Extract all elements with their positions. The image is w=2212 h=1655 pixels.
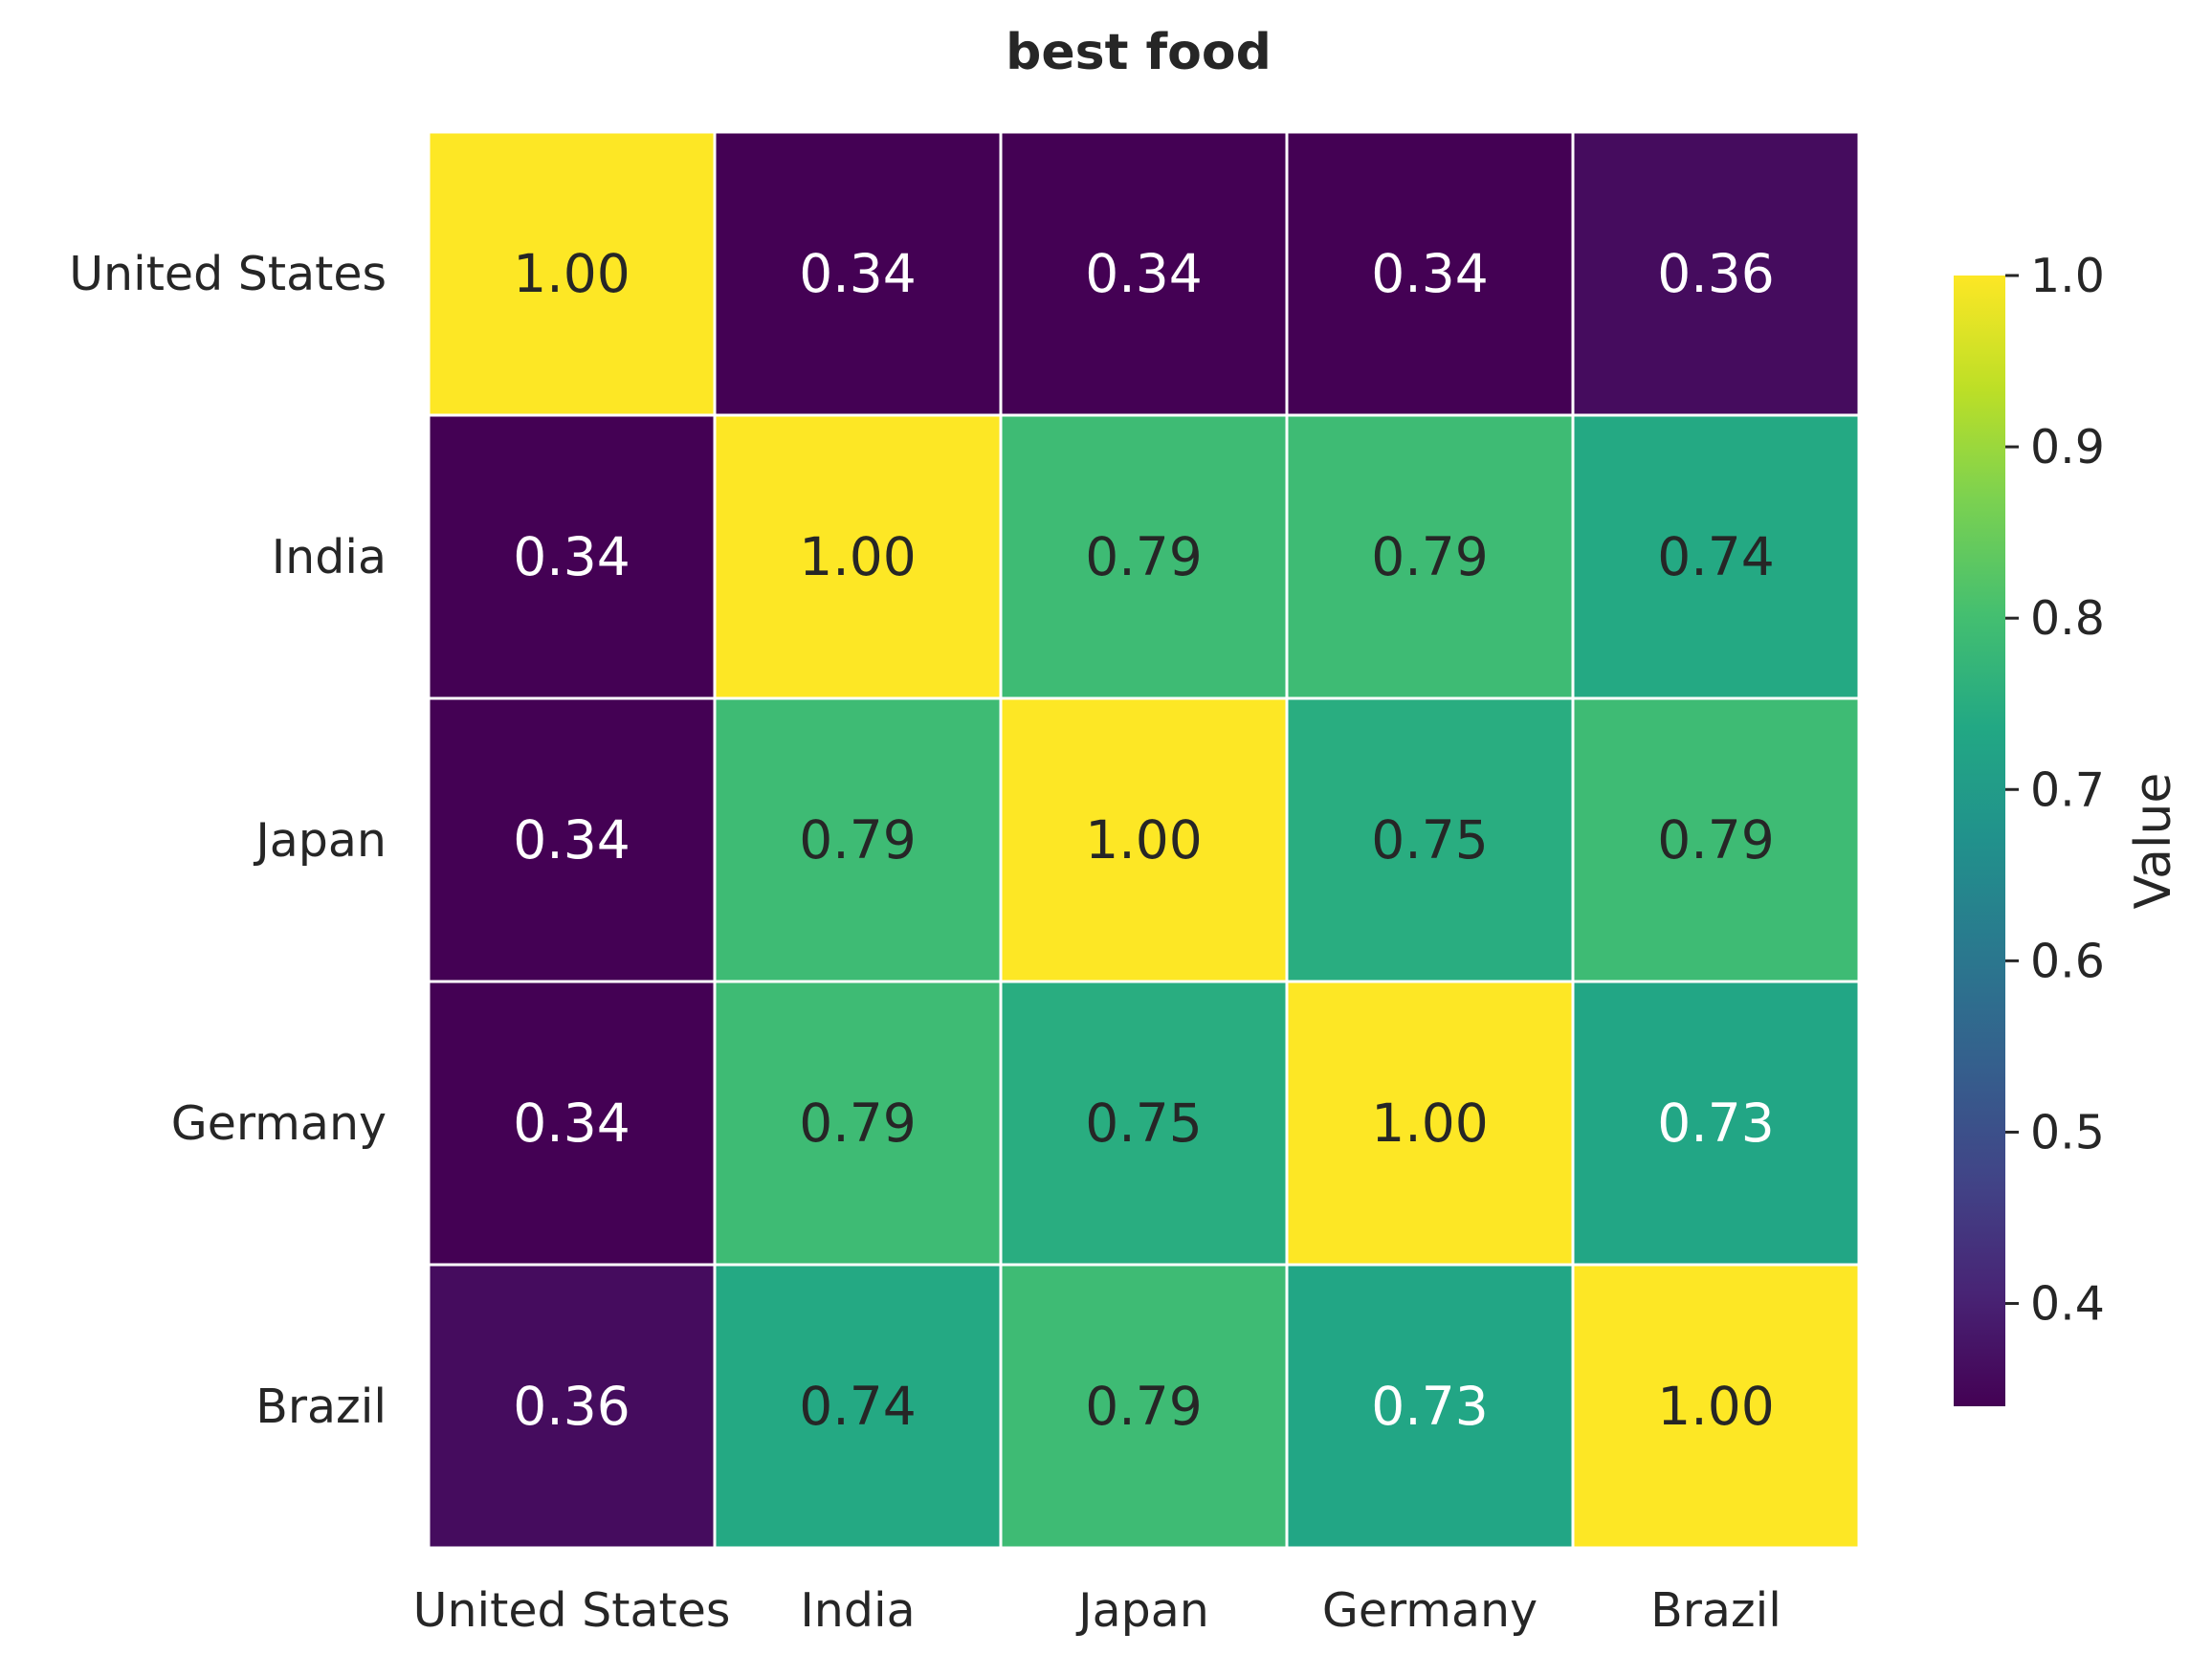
colorbar-ticks: 0.4 0.5 0.6 0.7 0.8 0.9 1.0 — [2005, 249, 2105, 1332]
cell-value-label: 0.73 — [1657, 1092, 1774, 1154]
cell-value-label: 1.00 — [1657, 1376, 1774, 1437]
cell-value-label: 0.74 — [1657, 526, 1774, 587]
cell-value-label: 1.00 — [799, 526, 916, 587]
cell-value-label: 0.34 — [513, 809, 630, 871]
heatmap-cell — [713, 130, 1003, 417]
colorbar-gradient — [1954, 276, 2005, 1406]
colorbar-tick-label: 0.5 — [2030, 1105, 2105, 1159]
heatmap-cell — [999, 980, 1289, 1267]
cell-value-label: 0.34 — [513, 526, 630, 587]
row-label: United States — [69, 247, 387, 301]
cell-value-label: 0.79 — [799, 809, 916, 871]
heatmap-cells: 1.00 0.34 0.34 0.34 0.36 0.34 1.00 0.79 0.79 0.74… — [427, 130, 1861, 1550]
cell-value-label: 0.79 — [1657, 809, 1774, 871]
colorbar-tick-label: 0.4 — [2030, 1277, 2105, 1332]
row-label: Brazil — [255, 1379, 387, 1434]
colorbar-tick-label: 0.9 — [2030, 420, 2105, 474]
row-label: Japan — [253, 813, 387, 868]
column-labels: United States India Japan Germany Brazil — [413, 1583, 1781, 1638]
column-label: United States — [413, 1583, 731, 1638]
cell-value-label: 0.34 — [799, 243, 916, 304]
cell-value-label: 0.74 — [799, 1376, 916, 1437]
heatmap-cell — [427, 130, 717, 417]
cell-value-label: 0.34 — [1085, 243, 1202, 304]
heatmap-cell — [713, 980, 1003, 1267]
row-label: India — [272, 530, 387, 585]
cell-value-label: 0.79 — [1085, 1376, 1202, 1437]
heatmap-cell — [1571, 1263, 1861, 1550]
colorbar-tick-label: 0.7 — [2030, 762, 2105, 817]
heatmap-cell — [1571, 130, 1861, 417]
cell-value-label: 0.75 — [1085, 1092, 1202, 1154]
cell-value-label: 0.79 — [1371, 526, 1488, 587]
colorbar-tick-label: 0.6 — [2030, 934, 2105, 988]
column-label: Brazil — [1650, 1583, 1781, 1638]
colorbar-tick-label: 1.0 — [2030, 249, 2105, 303]
colorbar-tick-label: 0.8 — [2030, 591, 2105, 646]
heatmap-cell — [999, 130, 1289, 417]
heatmap-cell — [1285, 130, 1575, 417]
heatmap-cell — [1571, 413, 1861, 700]
heatmap-cell — [427, 980, 717, 1267]
heatmap-cell — [713, 696, 1003, 983]
row-label: Germany — [171, 1096, 387, 1151]
cell-value-label: 0.73 — [1371, 1376, 1488, 1437]
heatmap-cell — [1285, 696, 1575, 983]
heatmap-cell — [713, 1263, 1003, 1550]
cell-value-label: 0.34 — [1371, 243, 1488, 304]
cell-value-label: 0.34 — [513, 1092, 630, 1154]
cell-value-label: 1.00 — [1085, 809, 1202, 871]
cell-value-label: 0.75 — [1371, 809, 1488, 871]
heatmap-cell — [999, 696, 1289, 983]
heatmap-cell — [1571, 696, 1861, 983]
heatmap-cell — [999, 1263, 1289, 1550]
column-label: Japan — [1075, 1583, 1209, 1638]
heatmap-cell — [427, 1263, 717, 1550]
heatmap-cell — [999, 413, 1289, 700]
colorbar: 0.4 0.5 0.6 0.7 0.8 0.9 1.0 Value — [1954, 249, 2182, 1406]
row-labels: United States India Japan Germany Brazil — [69, 247, 387, 1434]
heatmap-cell — [1285, 980, 1575, 1267]
cell-value-label: 0.36 — [1657, 243, 1774, 304]
heatmap-cell — [427, 413, 717, 700]
heatmap-cell — [1571, 980, 1861, 1267]
column-label: Germany — [1322, 1583, 1537, 1638]
cell-value-label: 1.00 — [513, 243, 630, 304]
colorbar-label: Value — [2125, 773, 2182, 910]
cell-value-label: 1.00 — [1371, 1092, 1488, 1154]
cell-value-label: 0.79 — [799, 1092, 916, 1154]
column-label: India — [800, 1583, 915, 1638]
chart-title: best food — [1006, 24, 1272, 81]
cell-value-label: 0.79 — [1085, 526, 1202, 587]
cell-value-label: 0.36 — [513, 1376, 630, 1437]
